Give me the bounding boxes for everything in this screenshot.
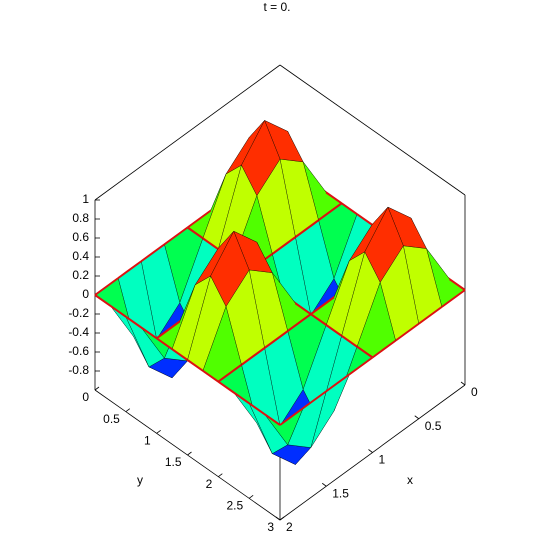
y-tick bbox=[156, 430, 161, 434]
x-tick-label: 0.5 bbox=[425, 419, 442, 433]
zero-line bbox=[217, 380, 235, 394]
z-tick-label: 0.6 bbox=[72, 230, 89, 244]
z-tick-label: 0.8 bbox=[72, 211, 89, 225]
zero-line bbox=[109, 305, 127, 318]
zero-line bbox=[325, 324, 343, 337]
zero-line bbox=[264, 413, 281, 426]
chart-title: t = 0. bbox=[263, 0, 290, 14]
zero-line bbox=[310, 313, 327, 326]
x-tick bbox=[414, 415, 419, 420]
zero-line bbox=[356, 213, 374, 226]
z-tick-label: -0.6 bbox=[68, 344, 89, 358]
zero-line bbox=[240, 347, 266, 366]
zero-line bbox=[202, 237, 219, 250]
zero-line bbox=[156, 337, 173, 350]
y-tick-label: 1 bbox=[144, 434, 151, 448]
zero-line bbox=[140, 326, 158, 340]
x-tick-label: 1 bbox=[379, 453, 386, 467]
zero-line bbox=[395, 322, 420, 342]
z-tick-label: -0.8 bbox=[68, 363, 89, 377]
zero-line bbox=[418, 306, 443, 325]
zero-line bbox=[125, 315, 142, 329]
zero-line bbox=[441, 289, 466, 308]
zero-line bbox=[341, 335, 358, 348]
zero-line bbox=[356, 345, 374, 359]
y-tick bbox=[248, 495, 254, 499]
zero-line bbox=[449, 278, 466, 291]
zero-line bbox=[233, 391, 250, 405]
x-tick-label: 1.5 bbox=[332, 486, 349, 500]
zero-line bbox=[94, 277, 119, 296]
zero-line bbox=[294, 219, 320, 238]
box-edge bbox=[94, 64, 281, 201]
z-tick-label: 0.4 bbox=[72, 249, 89, 263]
x-axis-label: x bbox=[407, 473, 413, 487]
x-tick bbox=[460, 381, 466, 386]
zero-line bbox=[341, 202, 358, 215]
z-tick-label: -0.4 bbox=[68, 325, 89, 339]
y-tick-label: 0 bbox=[82, 390, 89, 404]
zero-line bbox=[294, 302, 312, 315]
zero-line bbox=[186, 359, 204, 372]
zero-line bbox=[202, 370, 219, 383]
y-tick bbox=[125, 408, 131, 412]
box-edge bbox=[279, 64, 466, 196]
x-tick bbox=[368, 449, 373, 453]
y-tick-label: 0.5 bbox=[103, 412, 120, 426]
zero-line bbox=[310, 296, 335, 315]
x-tick-label: 0 bbox=[471, 385, 478, 399]
zero-line bbox=[117, 260, 142, 279]
x-tick-label: 2 bbox=[286, 520, 293, 534]
zero-line bbox=[325, 373, 350, 393]
zero-line bbox=[163, 226, 189, 246]
zero-line bbox=[263, 330, 289, 349]
z-tick-label: 1 bbox=[82, 192, 89, 206]
y-tick bbox=[218, 473, 223, 477]
zero-line bbox=[279, 407, 304, 426]
zero-line bbox=[140, 243, 165, 263]
zero-line bbox=[217, 363, 243, 383]
y-tick bbox=[187, 451, 192, 456]
zero-line bbox=[186, 209, 212, 229]
zero-line bbox=[186, 226, 204, 240]
y-tick-label: 1.5 bbox=[165, 455, 182, 469]
zero-line bbox=[371, 339, 397, 359]
y-tick-label: 3 bbox=[267, 520, 274, 534]
zero-line bbox=[94, 294, 111, 307]
zero-line bbox=[287, 313, 312, 332]
x-tick bbox=[322, 482, 327, 487]
zero-line bbox=[271, 236, 297, 255]
zero-line bbox=[156, 320, 181, 340]
y-tick-label: 2.5 bbox=[226, 499, 243, 513]
zero-line bbox=[248, 402, 266, 415]
zero-line bbox=[317, 202, 343, 222]
y-axis-label: y bbox=[137, 473, 143, 487]
x-tick bbox=[275, 516, 281, 521]
zero-line bbox=[348, 356, 374, 376]
z-tick-label: 0 bbox=[82, 287, 89, 301]
zero-line bbox=[302, 390, 327, 409]
zero-line bbox=[171, 348, 189, 361]
y-tick bbox=[94, 386, 100, 391]
zero-line bbox=[325, 191, 343, 205]
y-tick-label: 2 bbox=[206, 477, 213, 491]
y-tick bbox=[279, 516, 285, 521]
z-tick-label: 0.2 bbox=[72, 268, 89, 282]
z-tick-label: -0.2 bbox=[68, 306, 89, 320]
